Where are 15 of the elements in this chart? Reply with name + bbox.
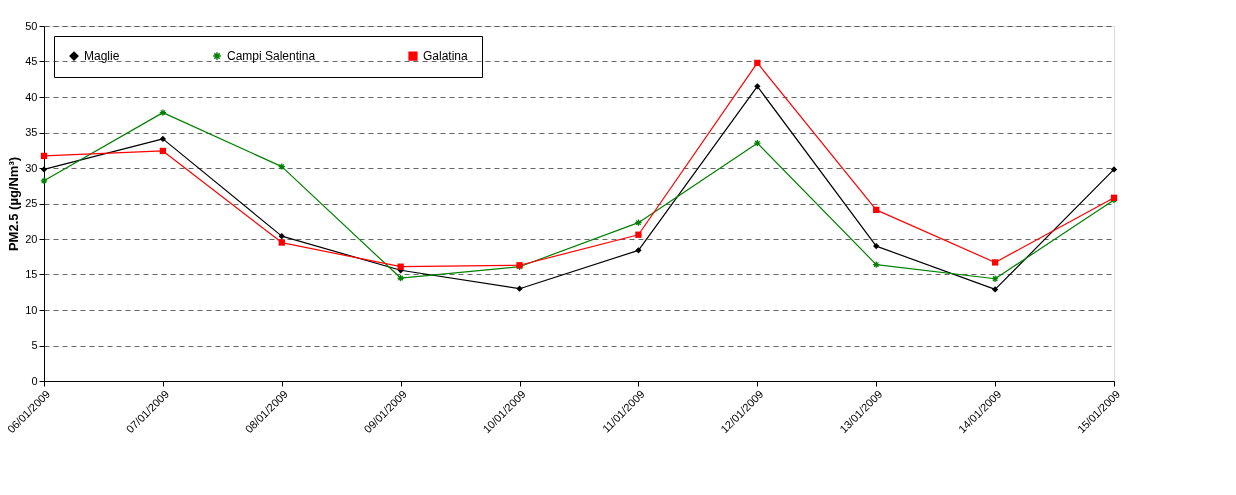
- y-tick-label: 50: [25, 19, 38, 32]
- legend-label: Galatina: [423, 49, 469, 64]
- y-axis-title: PM2.5 (µg/Nm³): [6, 156, 22, 252]
- y-tick-label: 20: [25, 232, 38, 245]
- y-tick-label: 25: [25, 197, 38, 209]
- y-tick-label: 5: [31, 339, 38, 351]
- y-tick-label: 45: [25, 55, 38, 67]
- y-tick-label: 10: [25, 303, 38, 316]
- y-tick-label: 15: [25, 268, 38, 280]
- y-tick-label: 30: [25, 161, 38, 174]
- legend-label: Maglie: [84, 49, 120, 64]
- y-tick-label: 35: [25, 126, 38, 138]
- y-tick-label: 0: [31, 374, 38, 387]
- legend-label: Campi Salentina: [227, 49, 316, 64]
- y-tick-label: 40: [25, 90, 38, 103]
